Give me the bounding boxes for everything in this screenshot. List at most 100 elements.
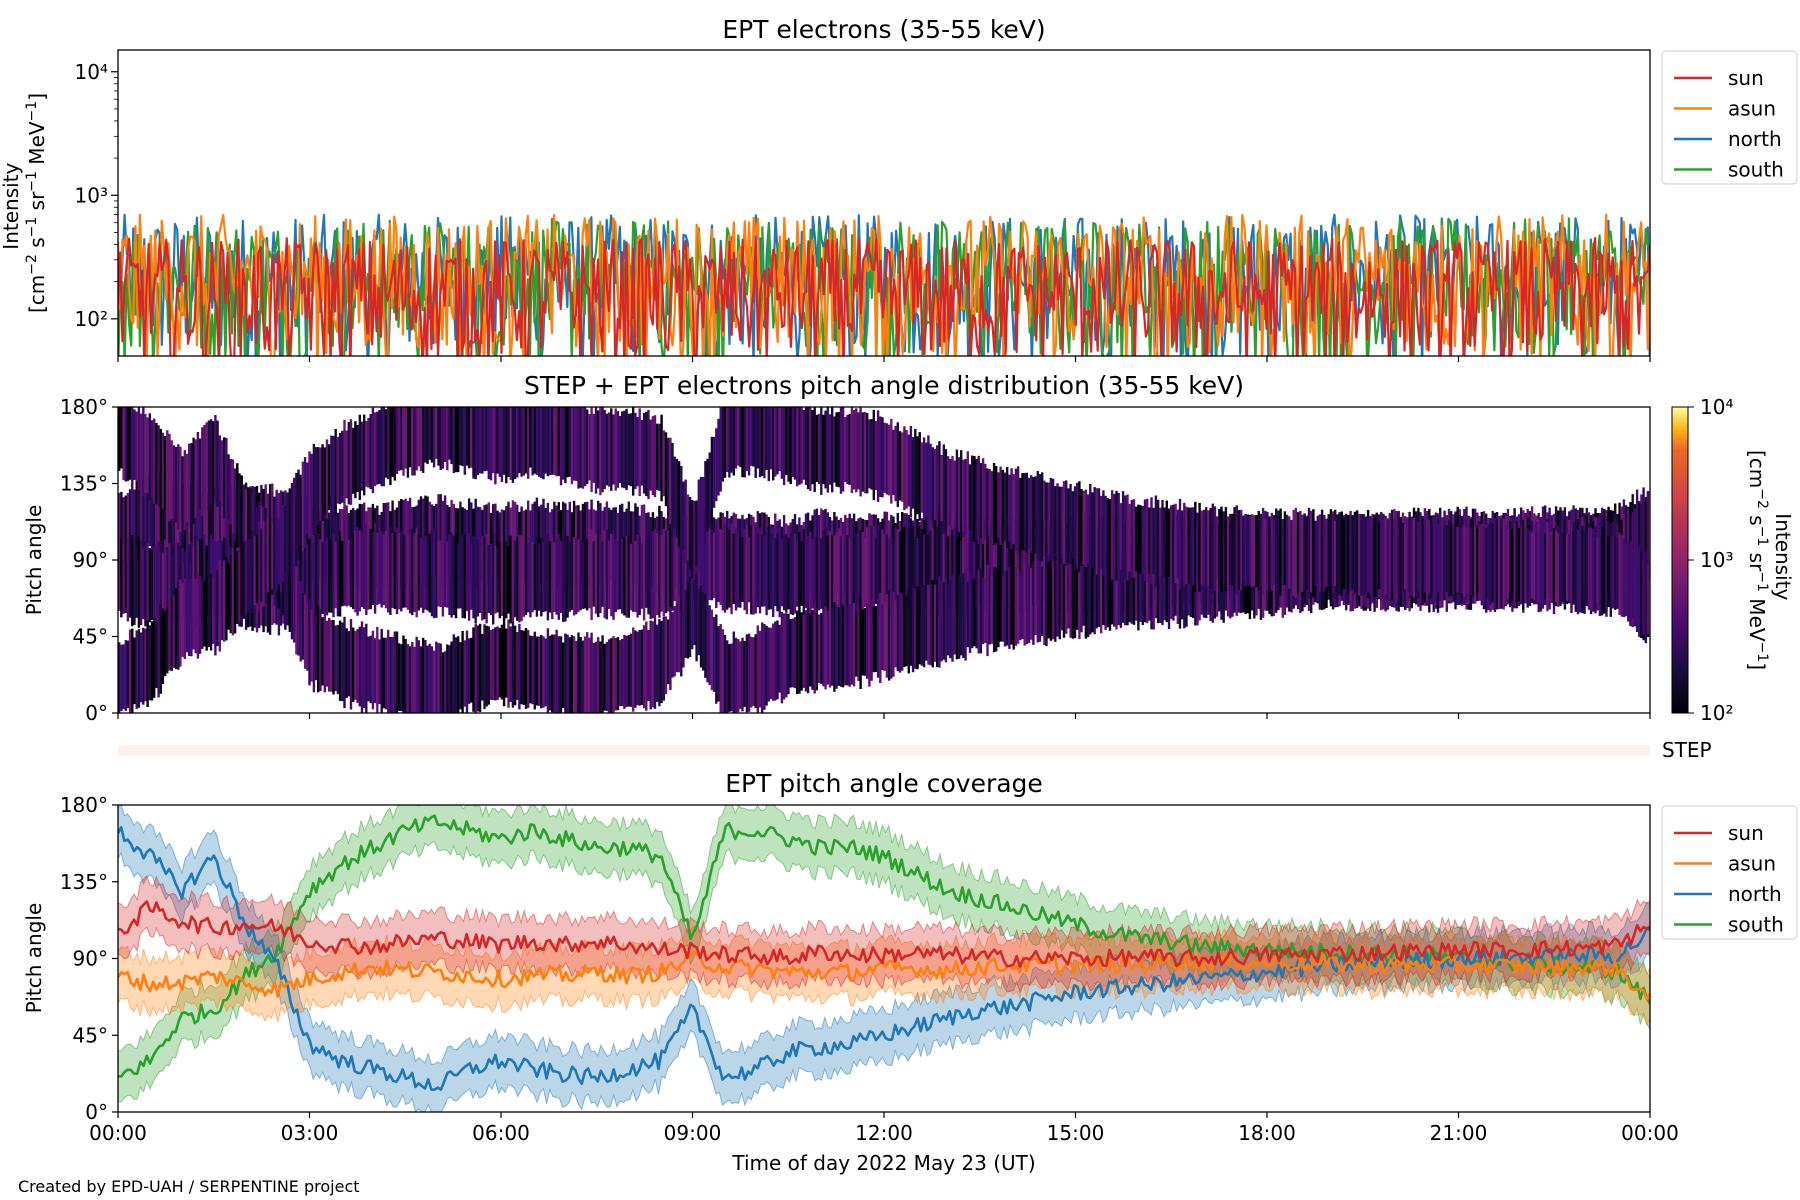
legend-label-asun: asun	[1728, 97, 1776, 121]
pad-bin	[128, 407, 132, 480]
pad-bin	[192, 484, 195, 566]
pad-bin	[389, 407, 392, 486]
pad-bin	[1137, 544, 1140, 631]
pad-bin	[953, 460, 956, 527]
pad-bin	[548, 541, 552, 613]
pad-bin	[472, 536, 475, 619]
pad-bin	[172, 595, 176, 668]
pad-bin	[203, 581, 206, 647]
pad-bin	[730, 407, 733, 473]
pad-bin	[1406, 517, 1409, 596]
pad-bin	[938, 441, 941, 533]
pad-bin	[1485, 527, 1488, 598]
pad-bin	[1014, 568, 1018, 646]
pad-bin	[664, 432, 668, 507]
pad-bin	[325, 538, 329, 616]
pad-bin	[255, 535, 259, 603]
pad-bin	[487, 626, 490, 705]
pad-bin	[1638, 501, 1641, 585]
pad-bin	[1579, 523, 1582, 613]
pad-bin	[347, 422, 350, 505]
pad-bin	[750, 407, 753, 466]
pad-bin	[428, 407, 431, 460]
legend-label-sun: sun	[1728, 66, 1764, 90]
pad-bin	[695, 573, 698, 662]
pad-bin	[209, 573, 213, 651]
pad-bin	[1373, 514, 1376, 597]
pad-bin	[583, 636, 587, 713]
pad-bin	[1401, 522, 1405, 591]
pad-bin	[739, 641, 742, 709]
pad-bin	[811, 410, 814, 485]
pad-bin	[1397, 511, 1400, 603]
pad-bin	[675, 603, 679, 673]
pad-bin	[380, 629, 383, 713]
pad-bin	[767, 407, 770, 482]
pad-bin	[765, 407, 768, 470]
pad-bin	[153, 468, 156, 553]
pad-bin	[231, 459, 235, 534]
pad-bin	[1618, 532, 1621, 615]
y-tick-label: 90°	[73, 548, 108, 572]
pad-bin	[398, 533, 401, 610]
pad-bin	[1594, 526, 1597, 614]
pad-bin	[118, 642, 121, 713]
pad-bin	[658, 530, 661, 618]
pad-bin	[358, 414, 361, 500]
pad-bin	[730, 643, 733, 712]
pad-bin	[914, 537, 917, 604]
pad-bin	[671, 442, 674, 531]
pad-bin	[894, 425, 897, 502]
pad-bin	[682, 529, 685, 600]
x-tick-label: 18:00	[1238, 1121, 1296, 1145]
pad-bin	[1253, 515, 1256, 587]
pad-bin	[330, 620, 333, 692]
pad-bin	[916, 436, 919, 515]
pad-bin	[1522, 519, 1525, 611]
pad-bin	[828, 607, 832, 688]
pad-bin	[575, 537, 578, 615]
pad-bin	[435, 641, 438, 713]
pad-bin	[398, 643, 401, 711]
pad-bin	[1318, 514, 1322, 592]
pad-bin	[144, 414, 147, 493]
pad-bin	[911, 585, 915, 673]
pad-bin	[761, 534, 764, 607]
pad-bin	[955, 449, 959, 539]
pad-bin	[767, 627, 770, 702]
pad-bin	[1080, 554, 1083, 633]
pad-bin	[618, 542, 622, 610]
pad-bin	[699, 585, 703, 668]
pad-bin	[513, 540, 517, 618]
pad-bin	[577, 632, 580, 713]
pad-bin	[649, 419, 652, 491]
pad-bin	[793, 533, 797, 614]
intensity-series-group	[118, 213, 1650, 356]
pad-bin	[1336, 514, 1339, 593]
pad-bin	[966, 451, 969, 543]
pad-bin	[562, 642, 565, 708]
pad-bin	[1550, 531, 1553, 602]
pad-bin	[708, 605, 711, 686]
pad-bin	[929, 583, 932, 666]
pad-bin	[553, 634, 556, 713]
pad-bin	[968, 532, 972, 608]
pad-bin	[680, 466, 683, 554]
panel3-xlabel: Time of day 2022 May 23 (UT)	[731, 1151, 1035, 1175]
pad-bin	[876, 525, 880, 617]
pad-bin	[951, 525, 954, 618]
pad-bin	[1635, 547, 1639, 632]
pad-bin	[653, 618, 657, 709]
pad-bin	[520, 535, 523, 622]
pad-bin	[1076, 482, 1079, 570]
pad-bin	[1025, 565, 1029, 645]
pad-bin	[1237, 510, 1241, 590]
pad-bin	[1093, 487, 1096, 575]
pad-bin	[590, 632, 593, 713]
pad-bin	[839, 605, 843, 687]
pad-bin	[439, 407, 442, 470]
pad-bin	[1082, 560, 1085, 626]
pad-bin	[1132, 499, 1136, 578]
pad-bin	[564, 407, 567, 484]
